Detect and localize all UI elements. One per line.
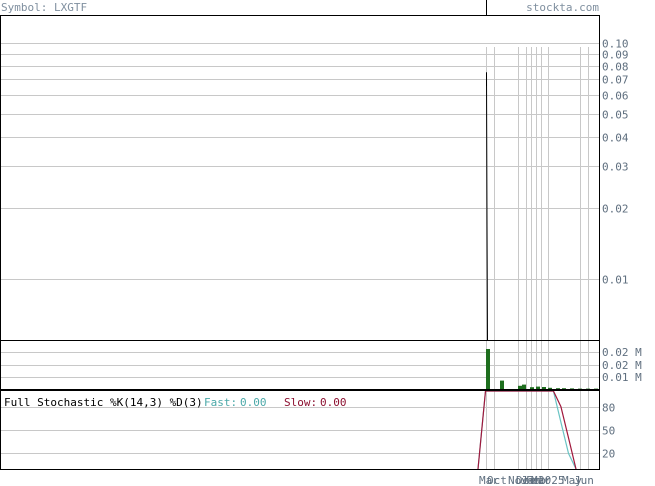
price-tick-label: 0.01 [602,274,629,287]
date-label: Nov [508,474,528,486]
date-label: Dec [516,474,536,486]
date-label: Mar [479,474,499,486]
volume-bar [570,388,574,389]
stochastic-tick-label: 50 [602,425,615,438]
volume-tick-label: 0.02 M [602,346,642,359]
date-gridlines [486,47,589,469]
symbol-label: Symbol: LXGTF [1,1,87,14]
stochastic-tick-label: 20 [602,448,615,461]
date-label: May [562,474,582,486]
date-label: 2025 [538,474,565,486]
volume-bar [562,388,566,389]
price-tick-label: 0.07 [602,74,629,87]
fast-value: 0.00 [240,396,267,409]
slow-label: Slow: [284,396,317,409]
stochastic-tick-label: 80 [602,402,615,415]
volume-panel-frame [0,340,600,390]
volume-bar [522,384,526,389]
date-label: Feb [526,474,546,486]
date-label: Jun [574,474,594,486]
volume-bar [500,380,504,389]
stochastic-panel-frame [0,390,600,470]
volume-bar [486,349,490,389]
stochastic-title: Full Stochastic %K(14,3) %D(3) Fast: 0.0… [4,396,347,409]
volume-bar [548,387,552,389]
price-line [486,72,488,341]
price-grid [1,43,599,280]
volume-bar [530,387,534,389]
price-tick-label: 0.03 [602,161,629,174]
price-tick-label: 0.02 [602,203,629,216]
date-label: Mar [531,474,551,486]
fast-label: Fast: [204,396,237,409]
stochastic-grid [1,407,599,454]
price-tick-label: 0.09 [602,49,629,62]
date-label: Jan [521,474,541,486]
stochastic-title-text: Full Stochastic %K(14,3) %D(3) [4,396,203,409]
site-label[interactable]: stockta.com [526,1,599,14]
volume-bars [486,349,598,389]
volume-axis-labels: 0.02 M0.02 M0.01 M [602,346,642,384]
volume-tick-label: 0.01 M [602,371,642,384]
price-tick-label: 0.06 [602,90,629,103]
price-tick-label: 0.04 [602,132,629,145]
price-series [486,72,488,341]
price-tick-label: 0.05 [602,109,629,122]
price-tick-label: 0.08 [602,61,629,74]
price-axis-labels: 0.100.090.080.07 0.06 0.05 0.04 0.03 0.02 0.01 [602,38,629,287]
volume-bar [536,386,540,389]
volume-grid [1,352,599,378]
volume-tick-label: 0.02 M [602,359,642,372]
date-label: Oct [487,474,507,486]
stochastic-axis-labels: 80 50 20 [602,402,615,461]
volume-bar [518,385,522,389]
price-tick-label: 0.10 [602,38,629,51]
volume-bar [542,387,546,389]
slow-value: 0.00 [320,396,347,409]
volume-bar [556,388,560,389]
